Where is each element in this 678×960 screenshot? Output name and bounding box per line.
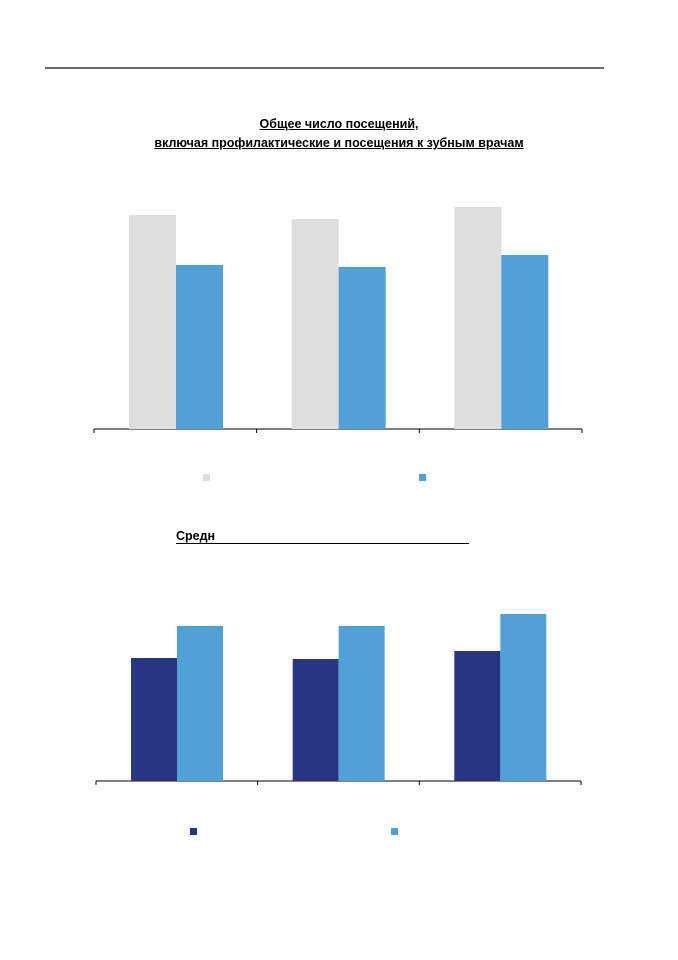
chart1-bar-s1-c3: [454, 207, 502, 429]
chart1-bar-s2-c1: [176, 265, 223, 429]
chart2-plot: [95, 614, 582, 785]
header-rule: [45, 67, 604, 69]
chart2-title: Средн: [176, 530, 469, 544]
chart2-bar-s2-c2: [338, 626, 385, 781]
chart1-bar-s2-c3: [501, 255, 549, 429]
chart2-bar-s1-c1: [131, 658, 177, 781]
chart1-bar-s1-c1: [129, 215, 176, 429]
chart2-bar-s1-c2: [292, 659, 339, 781]
chart1-bar-s1-c2: [291, 219, 339, 429]
chart2-legend-swatch-2: [391, 828, 398, 835]
chart1-plot: [93, 207, 583, 433]
chart2-bar-s2-c1: [177, 626, 223, 781]
chart2-legend-swatch-1: [190, 828, 197, 835]
chart2-bar-s2-c3: [500, 614, 547, 781]
chart1-title-line2: включая профилактические и посещения к з…: [154, 136, 524, 150]
chart1-bar-s2-c2: [338, 267, 386, 429]
chart1-legend-swatch-1: [203, 474, 210, 481]
chart1-title-line1: Общее число посещений,: [259, 117, 419, 131]
chart2-bar-s1-c3: [454, 651, 501, 781]
chart1-legend-swatch-2: [419, 474, 426, 481]
